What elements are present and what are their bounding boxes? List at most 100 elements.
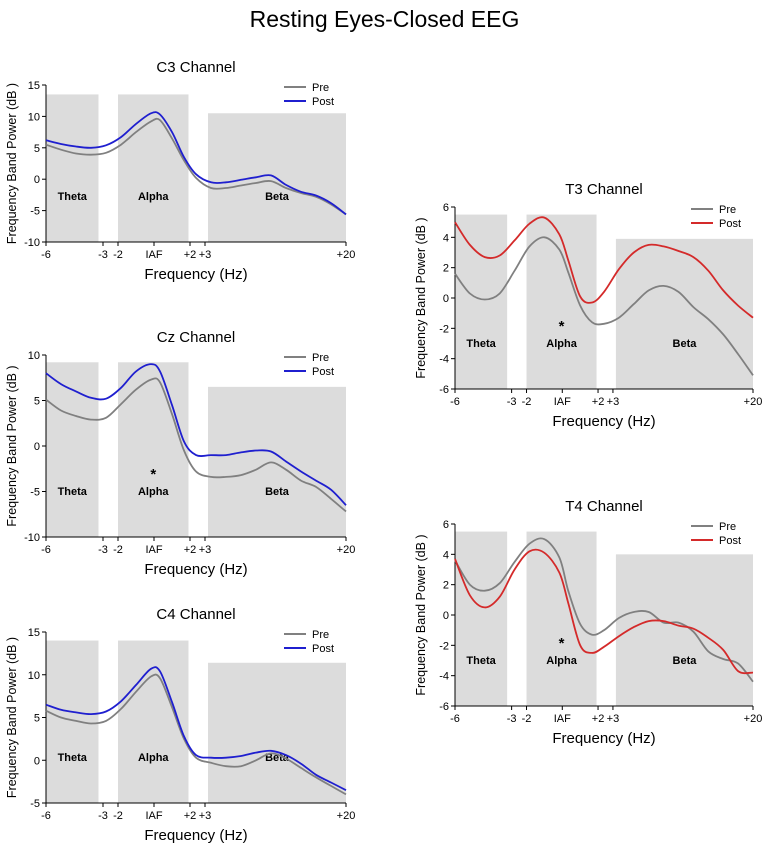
t3-band-label-alpha: Alpha: [546, 338, 577, 350]
t3-series-line-pre: [454, 236, 754, 376]
c3-channel-chart: C3 Channel Theta Alpha Beta -10 -5 0 5 10 15 -6 -3-…: [5, 59, 356, 283]
t3-band-theta: [455, 214, 508, 389]
t4-band-label-alpha: Alpha: [546, 655, 577, 667]
t4-x-tick-label: IAF: [554, 713, 571, 725]
t3-x-tick-label: +2: [592, 396, 605, 408]
t3-x-tick-label: IAF: [554, 396, 571, 408]
t3-x-tick-label: -2: [522, 396, 532, 408]
c4-band-theta: [46, 640, 99, 803]
t4-y-tick-label: 6: [443, 519, 449, 531]
t3-significance-marker: *: [559, 318, 565, 335]
c4-y-axis-label: Frequency Band Power (dB ): [5, 637, 19, 798]
c3-band-label-alpha: Alpha: [138, 191, 169, 203]
c3-x-tick-label: +2: [184, 249, 197, 261]
c4-y-tick-label: 15: [28, 627, 40, 639]
t4-legend-label-post: Post: [719, 535, 741, 547]
t3-y-tick-label: -4: [439, 354, 449, 366]
cz-y-tick-label: 10: [28, 350, 40, 362]
cz-chart-title: Cz Channel: [157, 329, 235, 346]
cz-y-tick-label: -5: [30, 487, 40, 499]
cz-legend-label-pre: Pre: [312, 352, 329, 364]
cz-y-axis-label: Frequency Band Power (dB ): [5, 365, 19, 526]
t3-y-axis-label: Frequency Band Power (dB ): [414, 217, 428, 378]
c3-series-line-pre: [45, 117, 347, 216]
figure-title: Resting Eyes-Closed EEG: [249, 6, 520, 32]
t4-band-label-theta: Theta: [466, 655, 496, 667]
c3-band-label-beta: Beta: [265, 191, 290, 203]
c4-chart-title: C4 Channel: [156, 606, 235, 623]
cz-significance-marker: *: [150, 466, 156, 483]
t4-legend-label-pre: Pre: [719, 521, 736, 533]
c4-x-tick-label: -2: [113, 810, 123, 822]
t4-series-line-post: [454, 548, 754, 675]
c3-x-tick-label: +20: [337, 249, 356, 261]
t4-chart-title: T4 Channel: [565, 498, 643, 515]
c3-x-tick-label: IAF: [145, 249, 162, 261]
cz-band-label-alpha: Alpha: [138, 486, 169, 498]
c4-x-axis-label: Frequency (Hz): [144, 827, 247, 844]
cz-series-line-post: [45, 363, 347, 506]
cz-band-label-theta: Theta: [58, 486, 88, 498]
t3-legend-label-post: Post: [719, 218, 741, 230]
cz-band-beta: [208, 386, 346, 537]
c3-y-tick-label: 5: [34, 143, 40, 155]
cz-channel-chart: Cz Channel Theta Alpha Beta * -10 -5 0 5 10 -6 -3 -2…: [5, 329, 355, 578]
c3-x-tick-label: -6: [41, 249, 51, 261]
c4-y-tick-label: 10: [28, 670, 40, 682]
c3-y-tick-label: 15: [28, 80, 40, 92]
t3-y-tick-label: -2: [439, 323, 449, 335]
c4-series-line-post: [45, 666, 347, 791]
t4-x-tick-label: +20: [744, 713, 763, 725]
t3-y-tick-label: 4: [443, 232, 449, 244]
t4-significance-marker: *: [559, 635, 565, 652]
c3-x-tick-label: -2: [113, 249, 123, 261]
c3-x-tick-label: +3: [199, 249, 212, 261]
c4-x-tick-label: IAF: [145, 810, 162, 822]
t3-y-tick-label: -6: [439, 384, 449, 396]
c4-band-label-theta: Theta: [58, 752, 88, 764]
t4-band-label-beta: Beta: [673, 655, 698, 667]
c3-y-tick-label: -10: [24, 237, 40, 249]
t3-chart-title: T3 Channel: [565, 181, 643, 198]
t3-series-line-post: [454, 216, 754, 319]
c4-y-tick-label: -5: [30, 798, 40, 810]
t4-band-alpha: [526, 531, 597, 706]
cz-y-tick-label: 0: [34, 441, 40, 453]
t3-y-tick-label: 6: [443, 202, 449, 214]
cz-x-tick-label: +2: [184, 544, 197, 556]
c4-x-tick-label: -6: [41, 810, 51, 822]
c4-band-beta: [208, 662, 346, 803]
c4-x-tick-label: +2: [184, 810, 197, 822]
cz-x-tick-label: +3: [199, 544, 212, 556]
c4-y-tick-label: 5: [34, 713, 40, 725]
cz-x-tick-label: -3: [98, 544, 108, 556]
t4-y-tick-label: -2: [439, 640, 449, 652]
t4-y-tick-label: -4: [439, 671, 449, 683]
c3-y-tick-label: 0: [34, 174, 40, 186]
t4-series-line-pre: [454, 537, 754, 683]
cz-series-line-pre: [45, 377, 347, 513]
t3-band-label-beta: Beta: [673, 338, 698, 350]
c4-legend-label-pre: Pre: [312, 629, 329, 641]
cz-x-tick-label: -6: [41, 544, 51, 556]
c3-y-tick-label: -5: [30, 206, 40, 218]
c3-band-theta: [46, 94, 99, 242]
c3-band-alpha: [118, 94, 189, 242]
cz-y-tick-label: -10: [24, 532, 40, 544]
c3-x-axis-label: Frequency (Hz): [144, 266, 247, 283]
t4-x-tick-label: -2: [522, 713, 532, 725]
c3-band-label-theta: Theta: [58, 191, 88, 203]
t4-y-tick-label: 4: [443, 549, 449, 561]
t3-band-beta: [615, 238, 753, 389]
t3-x-tick-label: -6: [450, 396, 460, 408]
t4-y-axis-label: Frequency Band Power (dB ): [414, 534, 428, 695]
t3-x-tick-label: +3: [607, 396, 620, 408]
t3-y-tick-label: 2: [443, 263, 449, 275]
c4-series-line-pre: [45, 673, 347, 796]
t4-y-tick-label: 0: [443, 610, 449, 622]
cz-y-tick-label: 5: [34, 396, 40, 408]
c3-series-line-post: [45, 111, 347, 216]
